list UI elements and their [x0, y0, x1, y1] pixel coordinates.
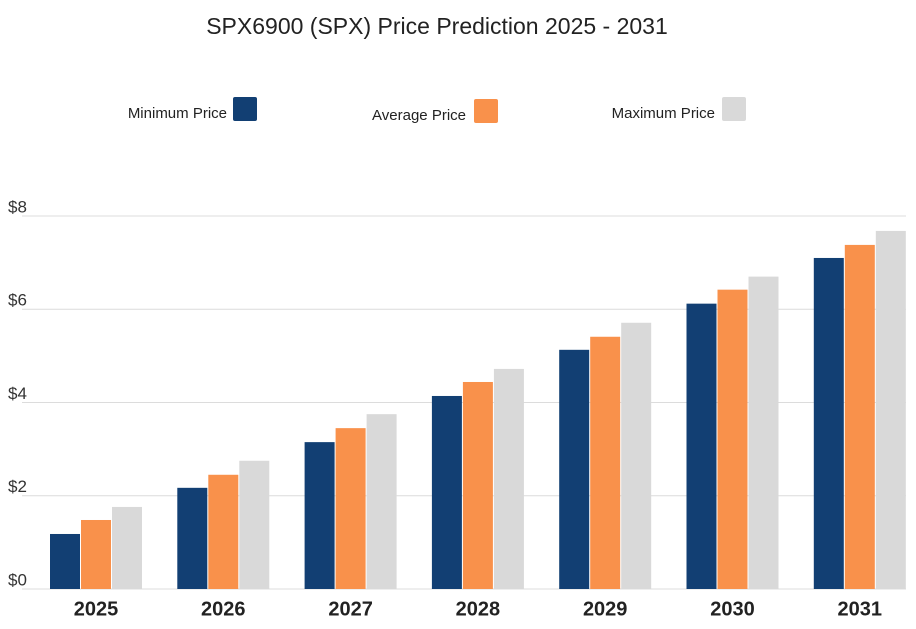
bar — [621, 322, 652, 589]
x-tick-label: 2027 — [328, 598, 373, 620]
bar — [875, 230, 906, 590]
bar — [493, 368, 524, 589]
y-tick-label: $2 — [8, 477, 27, 496]
bar — [431, 395, 462, 589]
bar — [81, 519, 111, 589]
bar — [717, 289, 748, 589]
bar — [590, 336, 621, 589]
legend-label: Average Price — [372, 107, 466, 124]
chart-title: SPX6900 (SPX) Price Prediction 2025 - 20… — [206, 13, 668, 39]
x-tick-label: 2029 — [583, 598, 628, 620]
x-tick-label: 2025 — [74, 598, 119, 620]
legend-swatch — [233, 97, 257, 121]
x-tick-label: 2028 — [456, 598, 501, 620]
bar — [335, 428, 366, 589]
bar — [50, 533, 80, 589]
y-tick-label: $4 — [8, 384, 27, 403]
legend-swatch — [474, 99, 498, 123]
bar — [686, 303, 717, 589]
bar — [813, 257, 844, 589]
x-tick-label: 2031 — [838, 598, 883, 620]
y-tick-label: $6 — [8, 291, 27, 310]
x-tick-label: 2026 — [201, 598, 246, 620]
bar — [366, 414, 397, 589]
legend-swatch — [722, 97, 746, 121]
bar — [462, 381, 493, 589]
bar — [844, 244, 875, 589]
bar — [208, 474, 239, 589]
bar — [239, 460, 270, 589]
bar — [177, 487, 208, 589]
bar — [112, 506, 142, 589]
y-tick-label: $0 — [8, 570, 27, 589]
legend-label: Maximum Price — [612, 105, 715, 122]
x-tick-label: 2030 — [710, 598, 755, 620]
bar — [748, 276, 779, 589]
bar — [304, 442, 335, 589]
bar — [559, 349, 590, 589]
y-tick-label: $8 — [8, 197, 27, 216]
legend-label: Minimum Price — [128, 105, 227, 122]
